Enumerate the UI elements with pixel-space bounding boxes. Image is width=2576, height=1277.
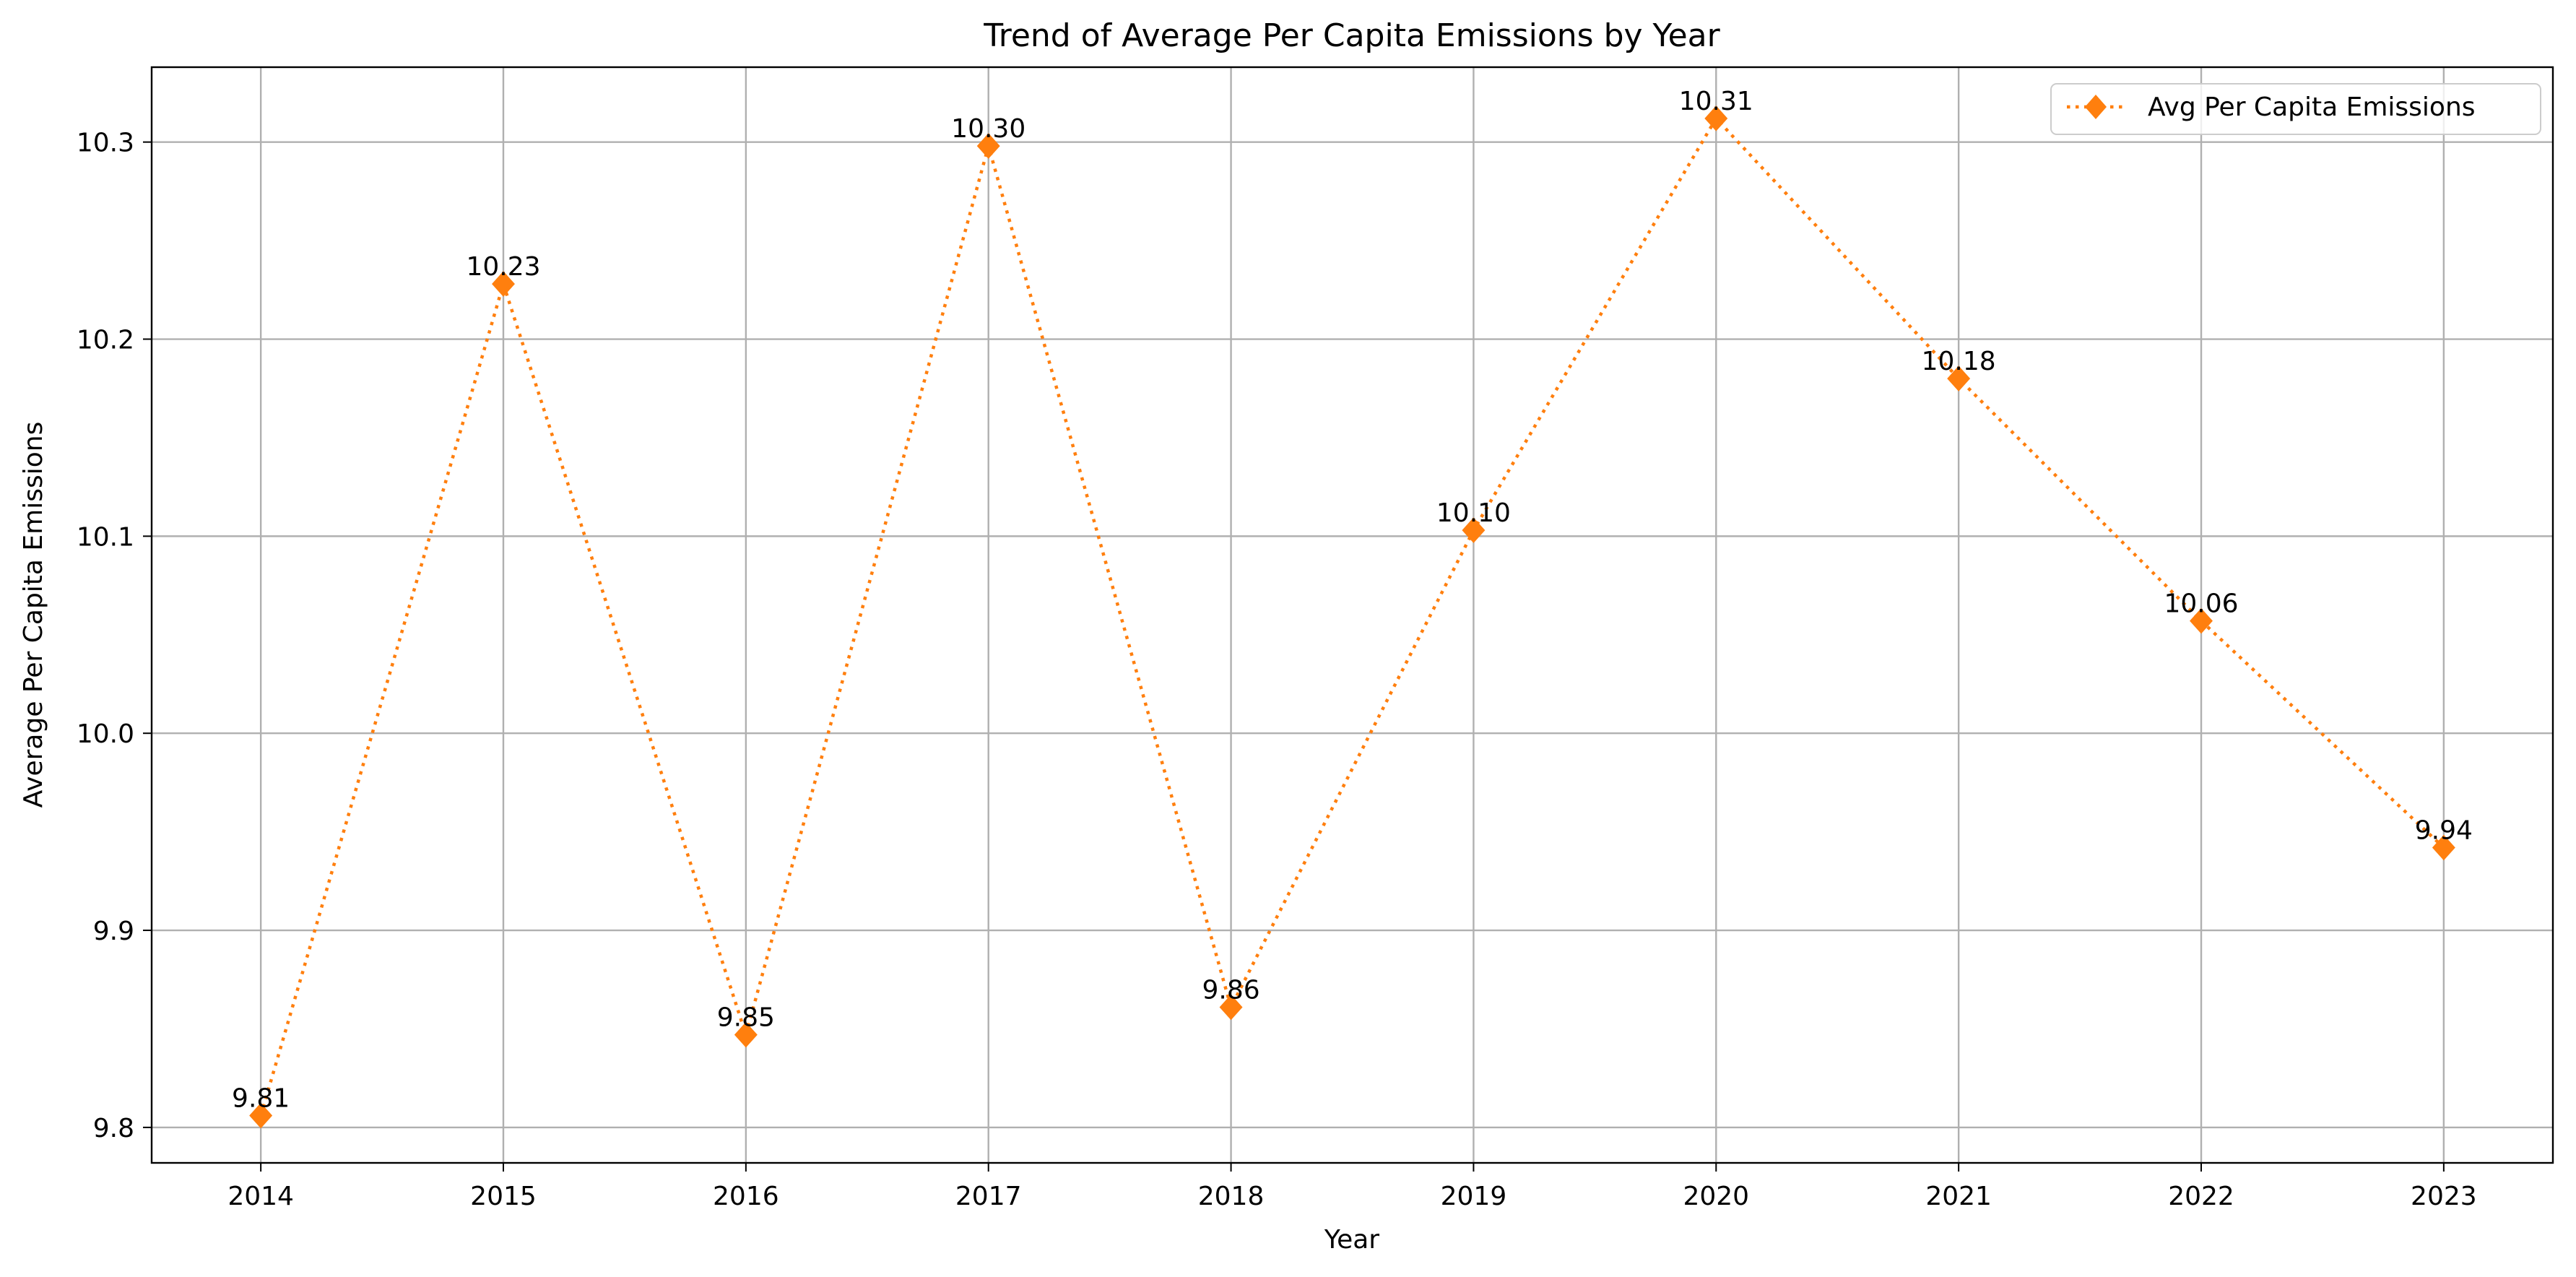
y-tick-label: 10.0 [77,719,134,749]
legend-marker-diamond [2085,95,2107,119]
y-tick-label: 10.2 [77,326,134,355]
data-point-label: 9.85 [717,1003,775,1033]
x-tick-label: 2020 [1683,1182,1749,1211]
x-tick-label: 2015 [470,1182,537,1211]
legend-box [2050,83,2541,135]
x-tick-label: 2014 [227,1182,294,1211]
x-tick-label: 2023 [2411,1182,2477,1211]
data-point-marker [1947,365,1971,391]
data-point-label: 9.81 [232,1084,290,1114]
data-point-label: 10.23 [466,252,540,282]
x-tick-label: 2019 [1441,1182,1507,1211]
legend: Avg Per Capita Emissions [2050,83,2541,135]
data-point-marker [492,271,515,297]
y-tick-label: 10.3 [77,129,134,158]
x-axis-label: Year [1324,1225,1379,1255]
data-point-label: 9.86 [1202,975,1259,1005]
legend-label: Avg Per Capita Emissions [2148,92,2476,122]
plot-area-frame [150,66,2554,1164]
data-point-marker [976,133,1000,159]
data-point-marker [734,1021,758,1048]
data-point-label: 9.94 [2415,815,2473,845]
x-tick-label: 2018 [1198,1182,1265,1211]
grid [152,67,2553,1163]
data-labels: 9.81 10.23 9.85 10.30 9.86 10.10 10.31 10.18 10.… [232,87,2473,1114]
x-tick-label: 2021 [1925,1182,1992,1211]
y-tick-label: 9.8 [93,1114,134,1143]
y-tick-label: 9.9 [93,917,134,946]
x-tick-label: 2017 [955,1182,1022,1211]
x-tick-label: 2022 [2168,1182,2234,1211]
data-point-marker [2190,607,2213,634]
data-point-marker [1219,994,1243,1021]
data-point-marker [1704,105,1728,131]
data-point-marker [1462,517,1486,543]
x-tick-label: 2016 [713,1182,779,1211]
data-point-label: 10.31 [1679,87,1753,116]
series-line [259,116,2445,1117]
data-point-marker [2432,834,2455,861]
axis-ticks: 2014 2015 2016 2017 2018 2019 2020 2021 2022 2023… [77,129,2477,1211]
y-axis-label: Average Per Capita Emissions [19,422,48,808]
data-point-label: 10.06 [2164,589,2238,619]
series [249,105,2455,1129]
data-point-label: 10.30 [951,114,1025,144]
data-point-marker [249,1102,273,1129]
data-point-label: 10.10 [1436,498,1511,528]
data-point-label: 10.18 [1922,347,1996,376]
y-tick-label: 10.1 [77,522,134,552]
chart-title: Trend of Average Per Capita Emissions by… [983,17,1720,54]
